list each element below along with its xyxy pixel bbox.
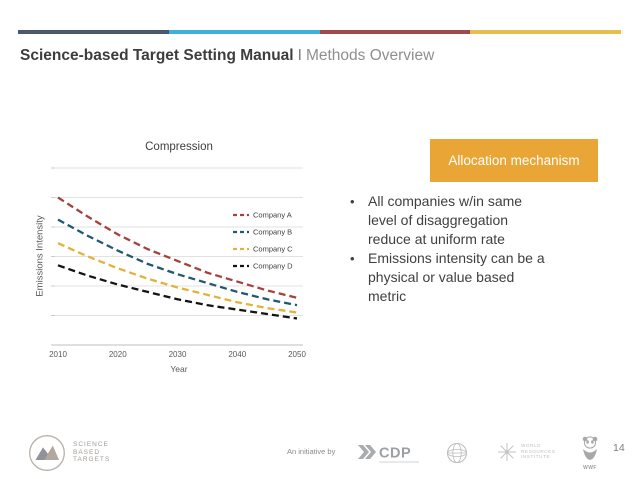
list-item: • Emissions intensity can be a physical … — [350, 249, 600, 306]
wri-line: WORLD — [521, 443, 542, 448]
page-title-subtitle: Methods Overview — [305, 47, 435, 64]
page-title: Science-based Target Setting Manual I Meth… — [20, 47, 434, 65]
wri-wordmark: WORLD RESOURCES INSTITUTE — [521, 443, 556, 460]
bullet-marker: • — [350, 194, 355, 209]
svg-text:Company D: Company D — [253, 262, 293, 271]
bullet-line: level of disaggregation — [368, 212, 509, 228]
sbt-line: BASED — [73, 448, 101, 456]
science-based-targets-logo-icon — [29, 435, 65, 471]
sbt-line: SCIENCE — [73, 441, 109, 448]
svg-text:Company B: Company B — [253, 228, 292, 237]
bullet-line: physical or value based — [368, 269, 515, 285]
chart-x-axis-label: Year — [170, 364, 188, 374]
bullet-list: • All companies w/in same level of disag… — [350, 192, 600, 306]
svg-text:2010: 2010 — [49, 350, 67, 359]
science-based-targets-wordmark: SCIENCE BASED TARGETS — [73, 441, 110, 464]
bullet-line: All companies w/in same — [368, 193, 523, 209]
compression-chart: 2010 2020 2030 2040 2050 Company A Company B Co… — [25, 138, 345, 383]
cdp-logo-icon: CDP — [358, 445, 419, 463]
svg-text:2050: 2050 — [288, 350, 306, 359]
wwf-panda-icon — [582, 436, 598, 460]
wri-logo-icon — [498, 443, 516, 461]
accent-segment-4 — [470, 30, 621, 34]
bullet-line: reduce at uniform rate — [368, 231, 505, 247]
allocation-mechanism-box: Allocation mechanism — [430, 139, 598, 182]
wwf-wordmark: WWF — [583, 465, 597, 471]
footer: SCIENCE BASED TARGETS An initiative by C… — [0, 430, 638, 479]
wwf-logo: WWF — [578, 435, 602, 471]
accent-segment-3 — [319, 30, 471, 34]
header-accent-bar — [18, 30, 621, 34]
page-title-separator: I — [297, 47, 302, 64]
svg-text:2020: 2020 — [109, 350, 127, 359]
page-number: 14 — [613, 442, 625, 454]
page-title-main: Science-based Target Setting Manual — [20, 47, 294, 64]
compression-chart-canvas: 2010 2020 2030 2040 2050 Company A Company B Co… — [49, 167, 306, 359]
accent-segment-2 — [168, 30, 320, 34]
bullet-line: Emissions intensity can be a — [368, 250, 545, 266]
allocation-mechanism-label: Allocation mechanism — [448, 153, 580, 168]
chart-y-axis-label: Emissions Intensity — [34, 215, 46, 297]
svg-text:2030: 2030 — [169, 350, 187, 359]
bullet-marker: • — [350, 251, 355, 266]
list-item: • All companies w/in same level of disag… — [350, 192, 600, 249]
svg-text:CDP: CDP — [379, 446, 411, 462]
svg-text:Company C: Company C — [253, 245, 293, 254]
un-global-compact-logo-icon — [447, 443, 467, 463]
bullet-line: metric — [368, 288, 407, 304]
bullet-text: Emissions intensity can be a physical or… — [368, 249, 545, 306]
initiative-text: An initiative by — [287, 447, 336, 456]
wri-line: INSTITUTE — [521, 454, 551, 460]
svg-text:Company A: Company A — [253, 211, 292, 220]
chart-title: Compression — [145, 141, 213, 153]
bullet-text: All companies w/in same level of disaggr… — [368, 192, 522, 249]
accent-segment-1 — [18, 30, 169, 34]
wri-line: RESOURCES — [521, 448, 556, 454]
sbt-line: TARGETS — [73, 456, 111, 463]
svg-text:2040: 2040 — [228, 350, 246, 359]
